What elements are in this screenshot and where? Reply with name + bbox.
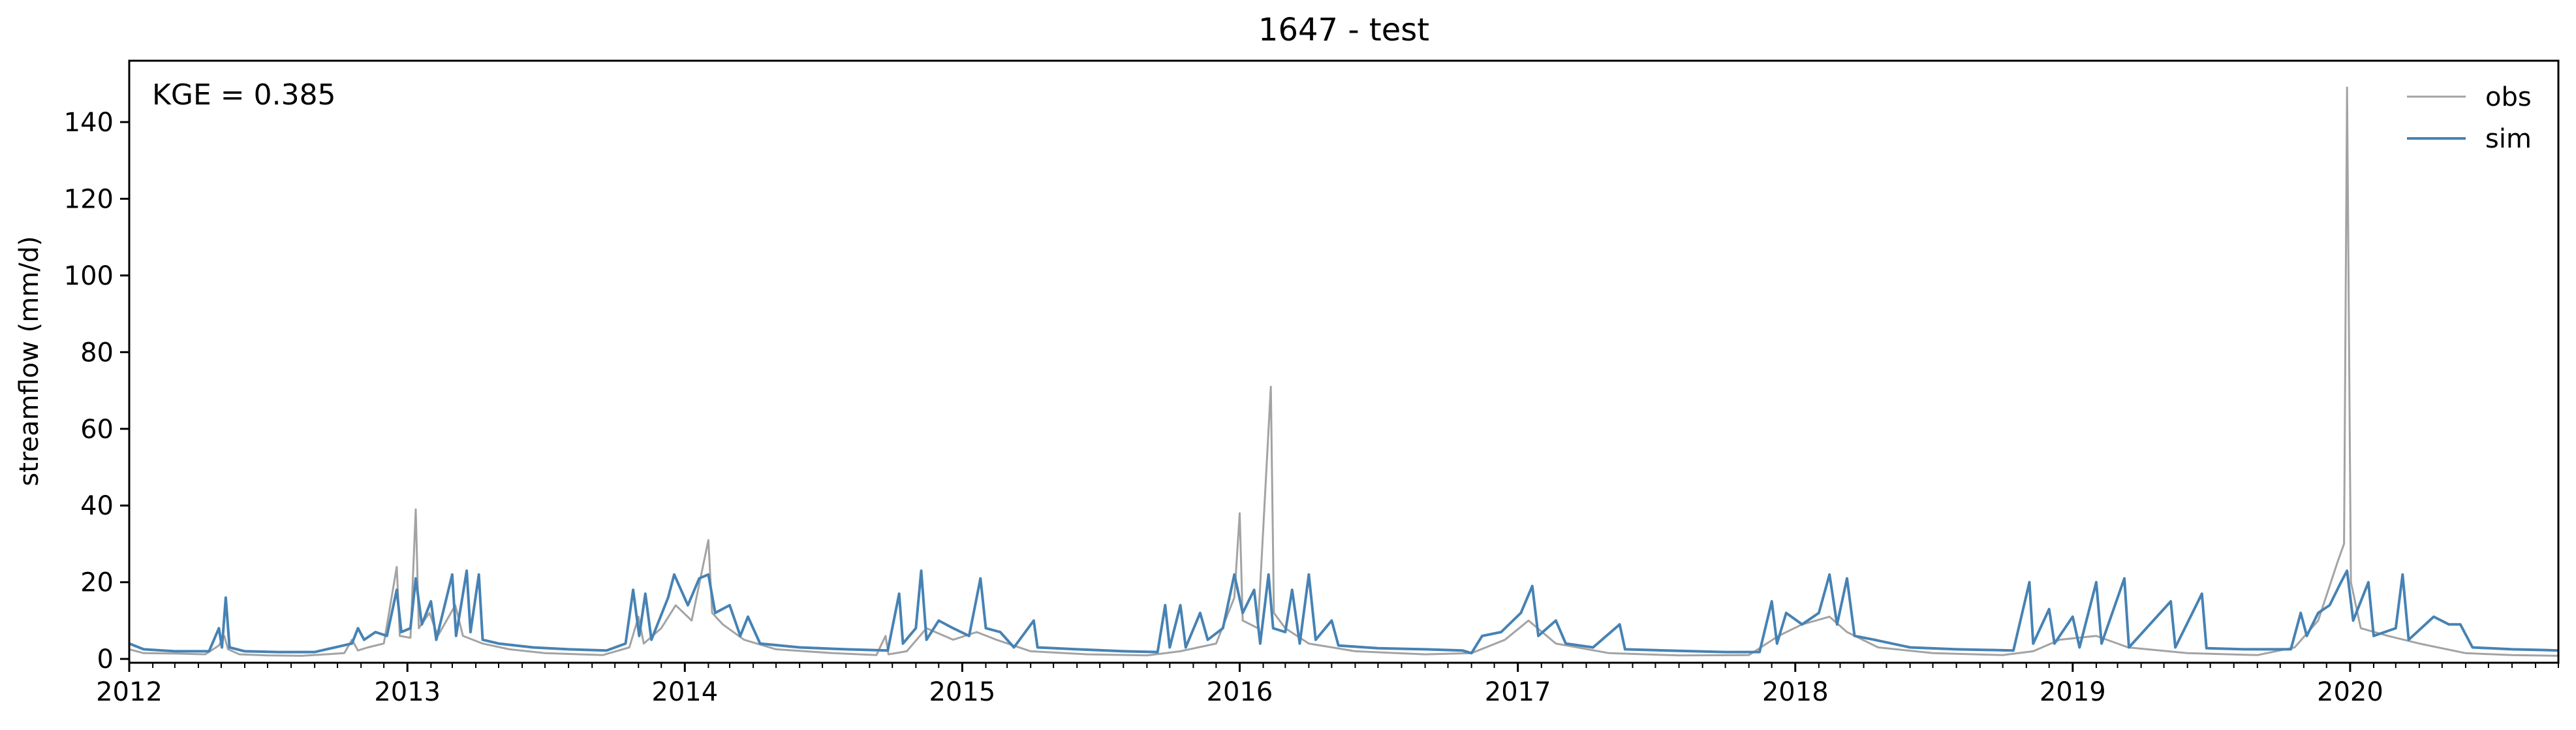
x-tick-label: 2018 [1762, 677, 1829, 707]
x-axis-ticks: 2012 2013 2014 2015 2016 2017 2018 2019 2020 [96, 663, 2559, 707]
y-tick-label: 80 [80, 338, 114, 368]
legend: obs sim [2407, 82, 2532, 154]
x-tick-label: 2019 [2040, 677, 2106, 707]
y-tick-label: 0 [97, 644, 114, 674]
x-tick-label: 2013 [374, 677, 441, 707]
y-tick-label: 60 [80, 415, 114, 445]
x-tick-label: 2017 [1485, 677, 1551, 707]
legend-label-obs: obs [2485, 82, 2532, 112]
x-tick-label: 2020 [2317, 677, 2383, 707]
x-tick-label: 2016 [1207, 677, 1273, 707]
y-tick-label: 20 [80, 568, 114, 598]
plot-frame [128, 59, 2560, 664]
y-tick-label: 100 [64, 261, 114, 291]
y-axis-ticks: 0 20 40 60 80 100 120 140 [64, 108, 129, 674]
legend-label-sim: sim [2485, 124, 2532, 154]
chart-title: 1647 - test [1258, 12, 1429, 48]
plot-marks [129, 86, 2559, 657]
y-tick-label: 120 [64, 184, 114, 214]
x-tick-label: 2015 [929, 677, 995, 707]
x-tick-label: 2014 [651, 677, 718, 707]
y-tick-label: 40 [80, 491, 114, 521]
y-tick-label: 140 [64, 108, 114, 138]
y-axis-label: streamflow (mm/d) [14, 236, 44, 486]
x-tick-label: 2012 [96, 677, 163, 707]
series-line-sim [129, 569, 2559, 655]
kge-annotation: KGE = 0.385 [152, 78, 336, 112]
